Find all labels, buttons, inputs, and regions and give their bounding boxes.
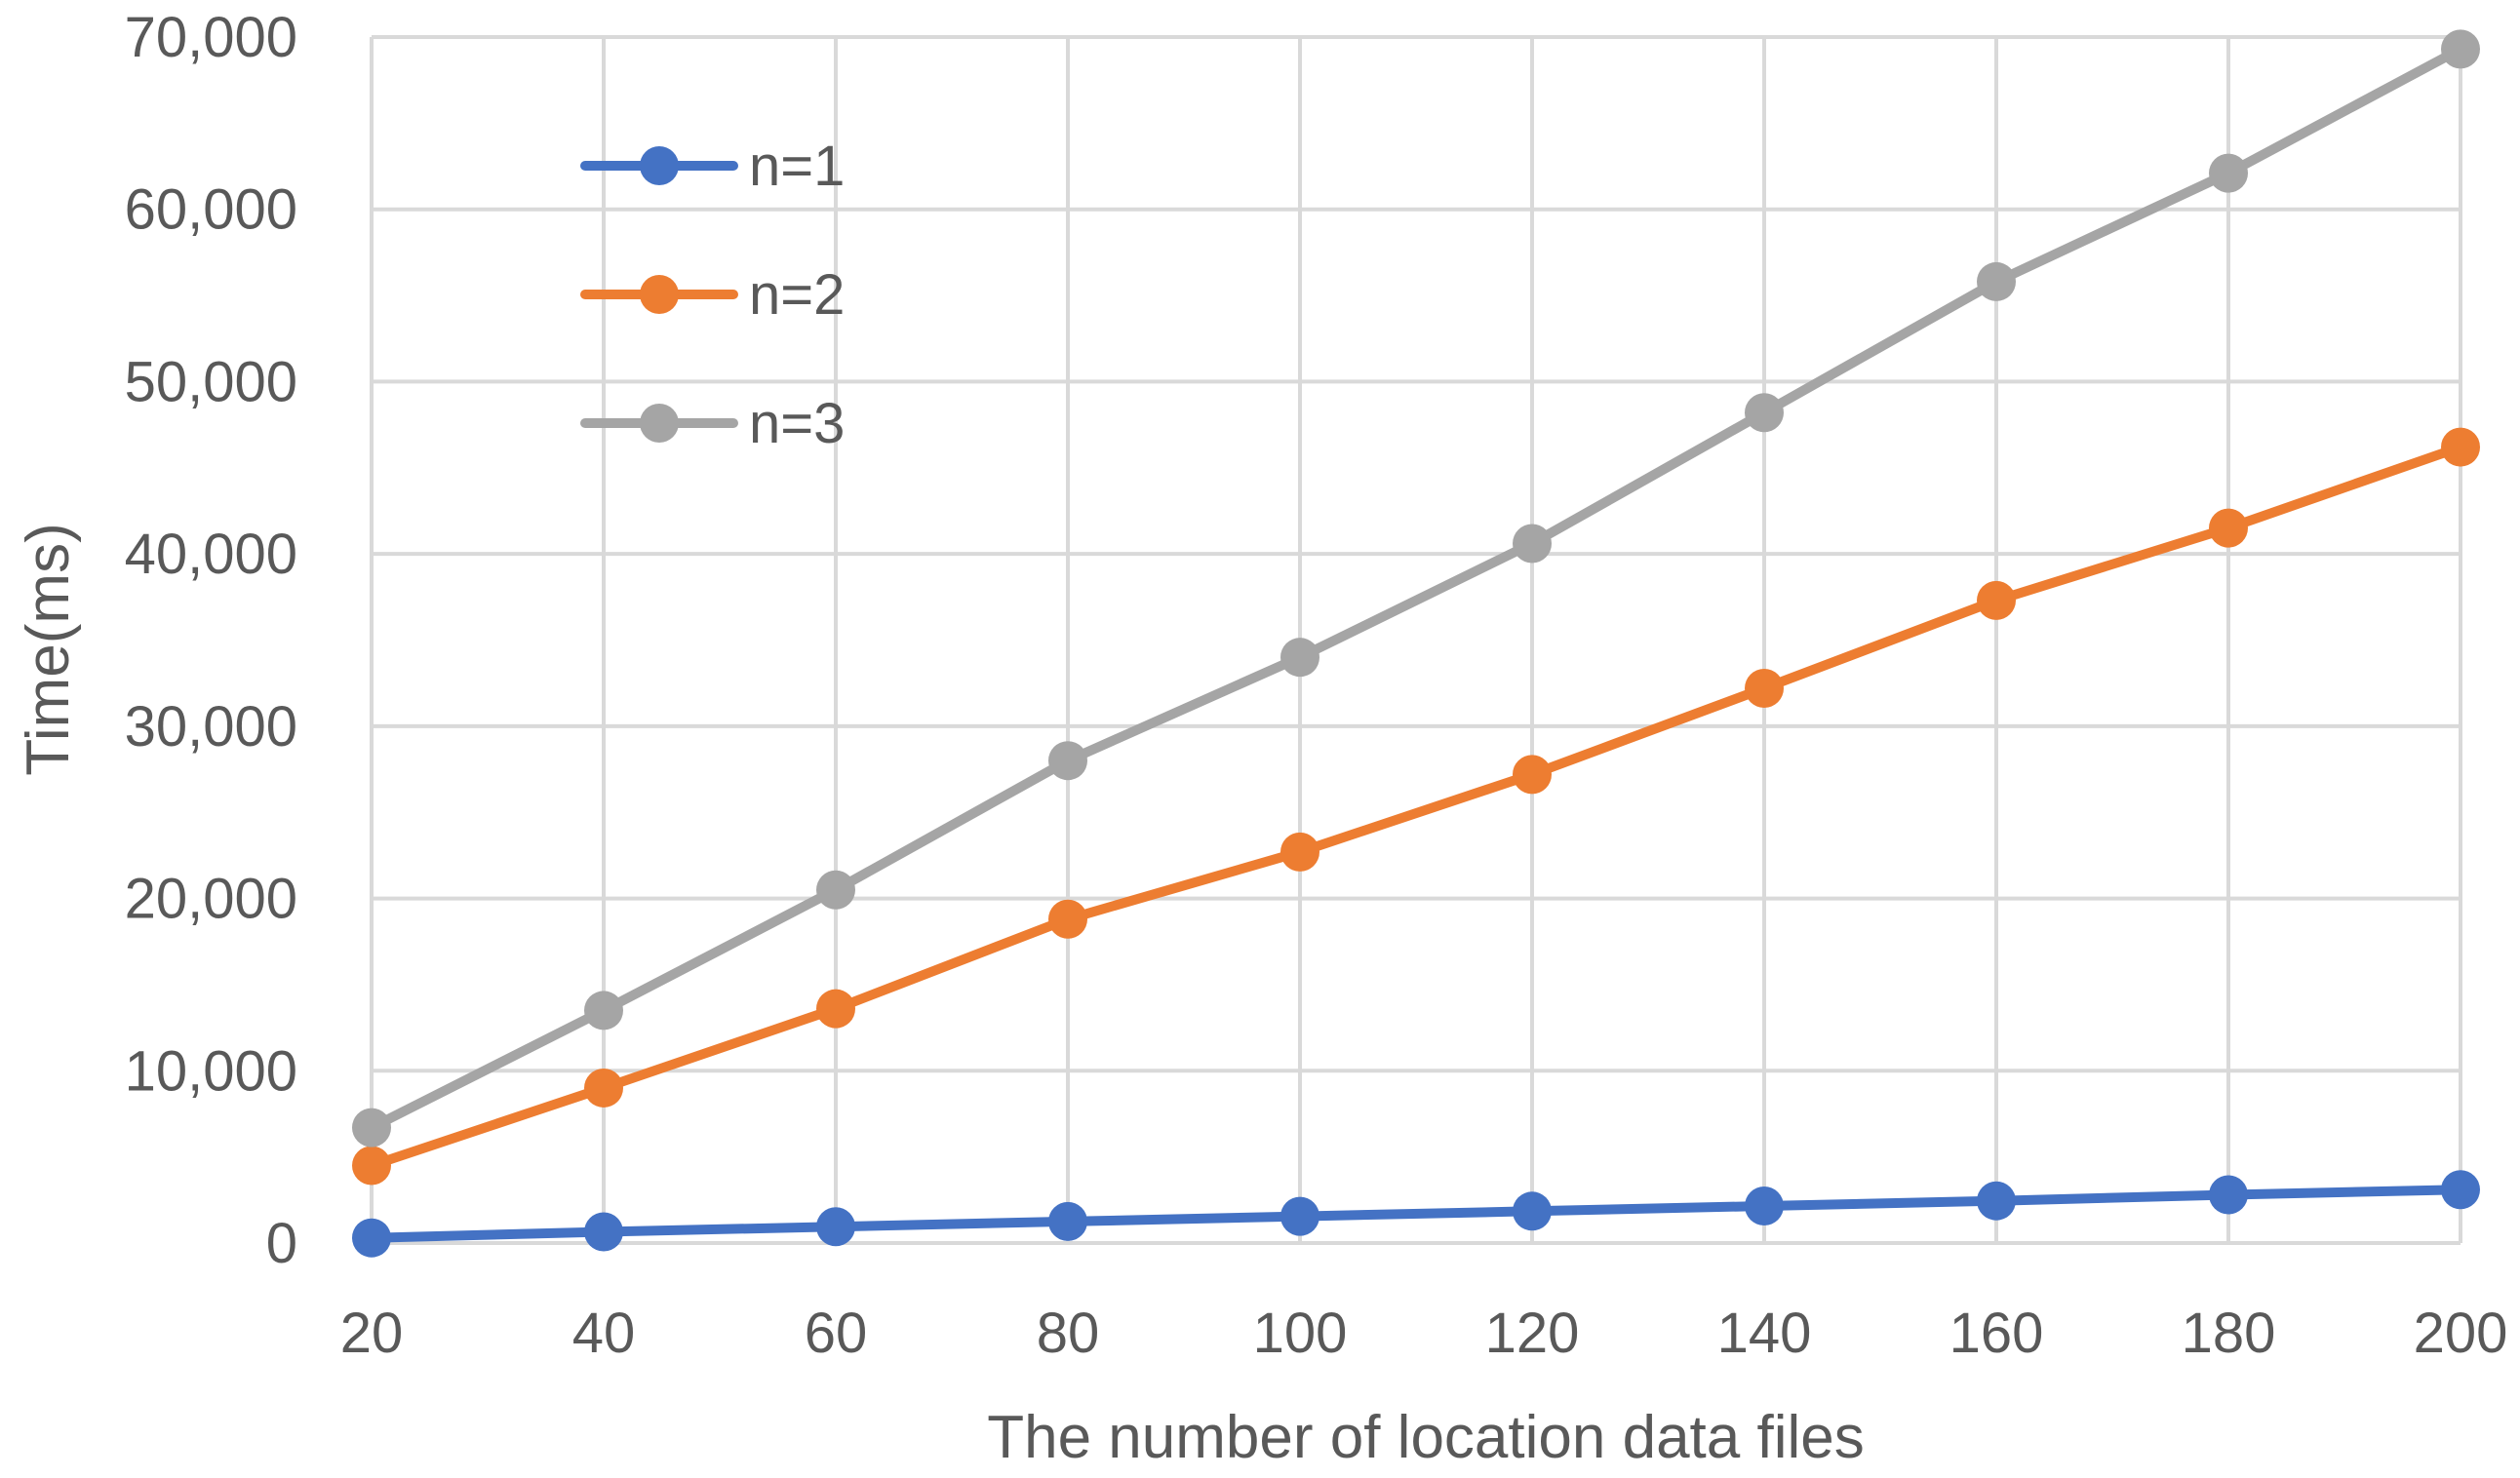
legend-marker xyxy=(640,275,679,314)
legend-label: n=1 xyxy=(749,135,845,198)
legend-item: n=1 xyxy=(580,135,845,198)
data-point xyxy=(1977,1181,2016,1221)
data-point xyxy=(1513,524,1552,564)
series-n=1 xyxy=(352,1170,2480,1258)
data-point xyxy=(1977,580,2016,620)
data-point xyxy=(1280,832,1319,872)
series-line xyxy=(367,1185,2465,1243)
data-point xyxy=(2441,427,2480,467)
plot-series xyxy=(352,29,2480,1258)
data-point xyxy=(584,991,623,1031)
legend-label: n=3 xyxy=(749,392,845,455)
data-point xyxy=(1280,1196,1319,1236)
y-tick-label: 10,000 xyxy=(125,1039,297,1103)
data-point xyxy=(2209,1175,2248,1215)
legend-label: n=2 xyxy=(749,263,845,327)
data-point xyxy=(1977,261,2016,301)
y-axis-tick-labels: 0 10,000 20,000 30,000 40,000 50,000 60,000 70,… xyxy=(125,6,297,1275)
data-point xyxy=(2441,29,2480,69)
data-point xyxy=(1513,755,1552,795)
y-axis-title: Time(ms) xyxy=(15,523,82,775)
data-point xyxy=(2209,153,2248,193)
data-point xyxy=(2441,1170,2480,1210)
y-tick-label: 30,000 xyxy=(125,695,297,758)
x-tick-label: 40 xyxy=(572,1302,636,1365)
data-point xyxy=(1513,1191,1552,1231)
x-tick-label: 120 xyxy=(1485,1302,1580,1365)
y-tick-label: 20,000 xyxy=(125,868,297,931)
data-point xyxy=(1745,668,1784,708)
series-n=2 xyxy=(352,427,2480,1186)
data-point xyxy=(1745,393,1784,433)
data-point xyxy=(816,1207,855,1247)
x-tick-label: 160 xyxy=(1949,1302,2044,1365)
data-point xyxy=(816,870,855,910)
x-axis-tick-labels: 20 40 60 80 100 120 140 160 180 200 xyxy=(340,1302,2508,1365)
series-n=3 xyxy=(352,29,2480,1147)
y-tick-label: 60,000 xyxy=(125,178,297,242)
data-point xyxy=(1048,741,1087,781)
legend-item: n=2 xyxy=(580,263,845,327)
data-point xyxy=(1048,1201,1087,1241)
x-tick-label: 100 xyxy=(1253,1302,1348,1365)
series-line xyxy=(367,44,2465,1133)
data-point xyxy=(352,1108,391,1147)
data-point xyxy=(1048,899,1087,939)
data-point xyxy=(1745,1186,1784,1226)
legend-marker xyxy=(640,404,679,443)
x-tick-label: 60 xyxy=(805,1302,868,1365)
data-point xyxy=(1280,638,1319,678)
y-tick-label: 40,000 xyxy=(125,523,297,586)
x-tick-label: 180 xyxy=(2182,1302,2276,1365)
data-point xyxy=(584,1068,623,1108)
data-point xyxy=(352,1146,391,1186)
data-point xyxy=(584,1212,623,1252)
x-tick-label: 200 xyxy=(2414,1302,2508,1365)
data-point xyxy=(352,1218,391,1258)
legend: n=1 n=2 n=3 xyxy=(580,135,845,455)
y-tick-label: 70,000 xyxy=(125,6,297,69)
x-tick-label: 20 xyxy=(340,1302,404,1365)
data-point xyxy=(2209,508,2248,548)
y-tick-label: 0 xyxy=(266,1212,297,1275)
y-tick-label: 50,000 xyxy=(125,350,297,413)
x-tick-label: 80 xyxy=(1037,1302,1100,1365)
x-axis-title: The number of location data files xyxy=(987,1404,1865,1471)
data-point xyxy=(816,989,855,1029)
legend-marker xyxy=(640,146,679,185)
x-tick-label: 140 xyxy=(1717,1302,1812,1365)
series-line xyxy=(367,442,2465,1171)
legend-item: n=3 xyxy=(580,392,845,455)
